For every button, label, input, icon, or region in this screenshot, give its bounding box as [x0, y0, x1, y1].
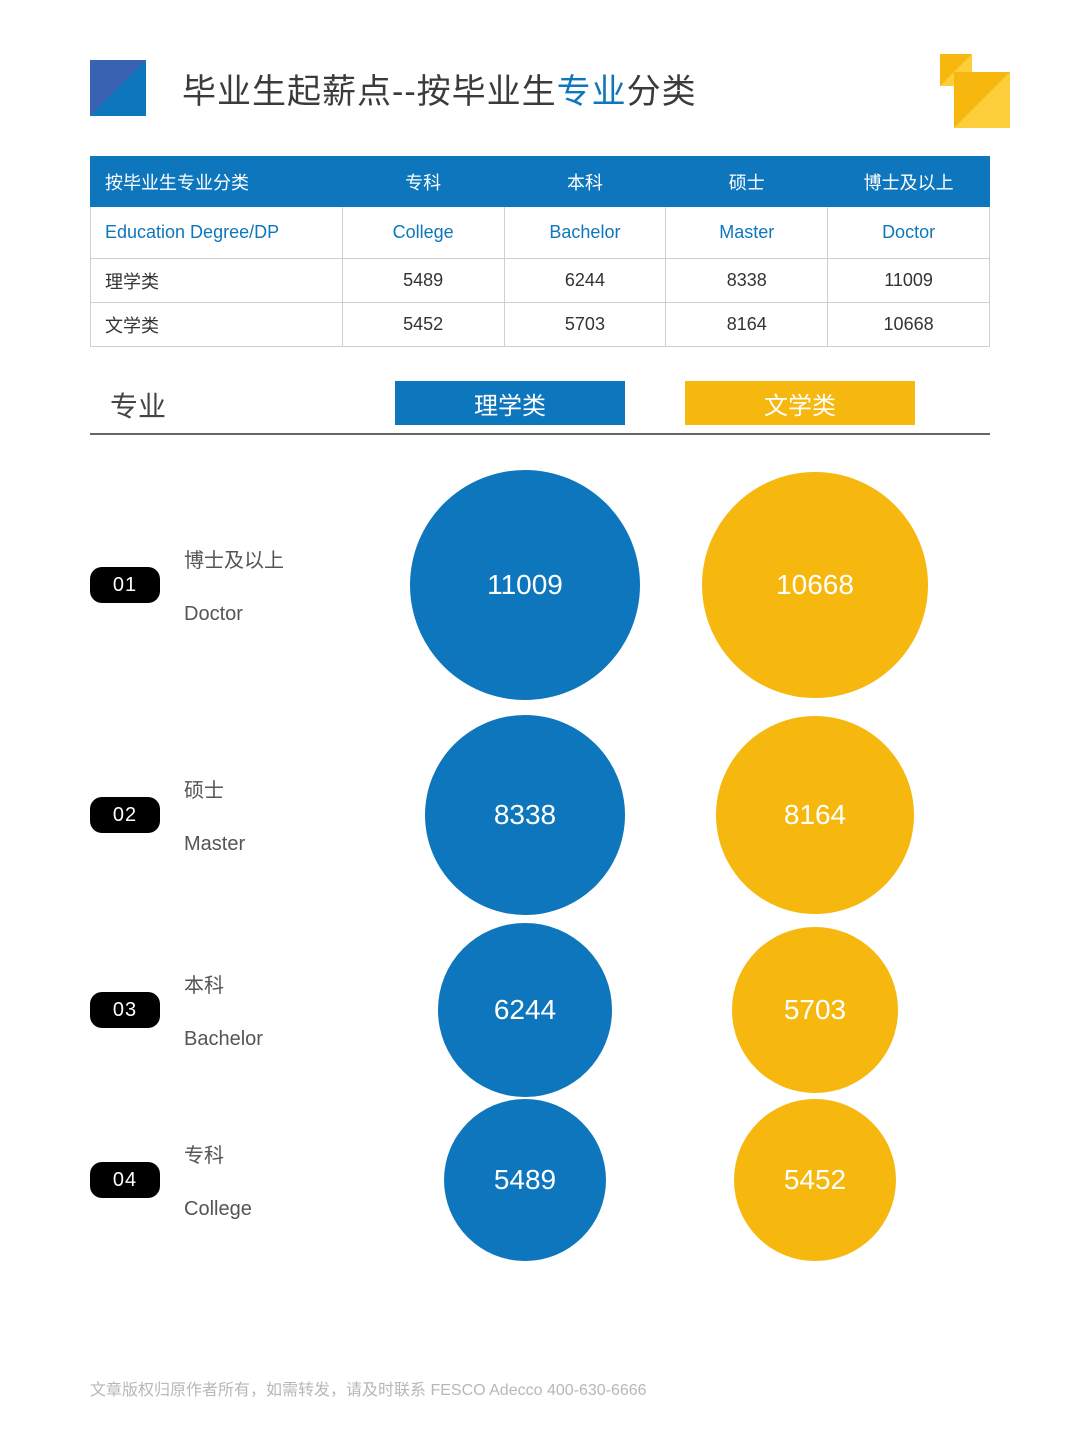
category-box-literature: 文学类: [685, 381, 915, 425]
row-label-cn: 本科: [184, 969, 263, 998]
header-square-icon: [90, 60, 146, 116]
th: 硕士: [666, 157, 828, 207]
row-left: 03 本科 Bachelor: [90, 969, 350, 1051]
td: 文学类: [91, 303, 343, 347]
row-label-en: Bachelor: [184, 1028, 263, 1051]
page-header: 毕业生起薪点--按毕业生专业分类: [90, 60, 990, 116]
bubble-cell: 8338: [410, 715, 640, 915]
footer-text: 文章版权归原作者所有，如需转发，请及时联系 FESCO Adecco 400-6…: [90, 1376, 647, 1400]
bubble-cell: 5452: [700, 1099, 930, 1261]
bubble-row: 02 硕士 Master 8338 8164: [90, 715, 990, 915]
table-row: 文学类 5452 5703 8164 10668: [91, 303, 990, 347]
row-label-en: Master: [184, 833, 245, 856]
td: 5452: [342, 303, 504, 347]
header-decoration-icon: [920, 54, 1010, 139]
bubble-chart: 01 博士及以上 Doctor 11009 10668 02 硕士 Master 8338 816…: [90, 465, 990, 1255]
row-labels: 专科 College: [184, 1139, 252, 1221]
bubble: 10668: [702, 472, 928, 698]
td: 5489: [342, 259, 504, 303]
th: 本科: [504, 157, 666, 207]
bubble-cell: 5489: [410, 1099, 640, 1261]
bubble-area: 6244 5703: [350, 923, 990, 1096]
table-header-row-cn: 按毕业生专业分类 专科 本科 硕士 博士及以上: [91, 157, 990, 207]
td: Bachelor: [504, 207, 666, 259]
row-label-cn: 专科: [184, 1139, 252, 1168]
td: 8338: [666, 259, 828, 303]
td: Doctor: [828, 207, 990, 259]
row-number-badge: 03: [90, 992, 160, 1028]
salary-table: 按毕业生专业分类 专科 本科 硕士 博士及以上 Education Degree…: [90, 156, 990, 347]
bubble-cell: 6244: [410, 923, 640, 1096]
bubble-cell: 11009: [410, 470, 640, 700]
table-row: 理学类 5489 6244 8338 11009: [91, 259, 990, 303]
td: 11009: [828, 259, 990, 303]
td: 8164: [666, 303, 828, 347]
bubble: 5703: [732, 927, 898, 1093]
bubble-cell: 5703: [700, 927, 930, 1093]
bubble: 8164: [716, 716, 914, 914]
bubble-area: 5489 5452: [350, 1099, 990, 1261]
bubble: 5452: [734, 1099, 896, 1261]
bubble-cell: 8164: [700, 716, 930, 914]
th: 专科: [342, 157, 504, 207]
th: 博士及以上: [828, 157, 990, 207]
row-label-en: College: [184, 1198, 252, 1221]
row-left: 04 专科 College: [90, 1139, 350, 1221]
bubble-area: 11009 10668: [350, 470, 990, 700]
row-left: 01 博士及以上 Doctor: [90, 544, 350, 626]
bubble: 8338: [425, 715, 625, 915]
bubble-row: 01 博士及以上 Doctor 11009 10668: [90, 465, 990, 705]
table-header-row-en: Education Degree/DP College Bachelor Mas…: [91, 207, 990, 259]
bubble-area: 8338 8164: [350, 715, 990, 915]
td: 10668: [828, 303, 990, 347]
category-box-science: 理学类: [395, 381, 625, 425]
td: College: [342, 207, 504, 259]
category-header: 专业 理学类 文学类: [90, 381, 990, 435]
bubble-row: 03 本科 Bachelor 6244 5703: [90, 925, 990, 1095]
row-number-badge: 01: [90, 567, 160, 603]
page-title: 毕业生起薪点--按毕业生专业分类: [182, 64, 697, 113]
td: 理学类: [91, 259, 343, 303]
row-label-cn: 硕士: [184, 774, 245, 803]
td: Master: [666, 207, 828, 259]
td: 6244: [504, 259, 666, 303]
row-labels: 硕士 Master: [184, 774, 245, 856]
td: Education Degree/DP: [91, 207, 343, 259]
row-number-badge: 04: [90, 1162, 160, 1198]
row-number-badge: 02: [90, 797, 160, 833]
bubble-cell: 10668: [700, 472, 930, 698]
bubble: 6244: [438, 923, 611, 1096]
bubble: 11009: [410, 470, 640, 700]
row-labels: 本科 Bachelor: [184, 969, 263, 1051]
title-pre: 毕业生起薪点--按毕业生: [182, 73, 557, 111]
bubble: 5489: [444, 1099, 606, 1261]
row-label-cn: 博士及以上: [184, 544, 284, 573]
th: 按毕业生专业分类: [91, 157, 343, 207]
row-left: 02 硕士 Master: [90, 774, 350, 856]
row-label-en: Doctor: [184, 603, 284, 626]
category-boxes: 理学类 文学类: [320, 381, 990, 425]
title-highlight: 专业: [557, 73, 627, 111]
bubble-row: 04专科College54895452: [90, 1105, 990, 1255]
td: 5703: [504, 303, 666, 347]
category-label: 专业: [90, 385, 320, 425]
row-labels: 博士及以上 Doctor: [184, 544, 284, 626]
title-post: 分类: [627, 73, 697, 111]
